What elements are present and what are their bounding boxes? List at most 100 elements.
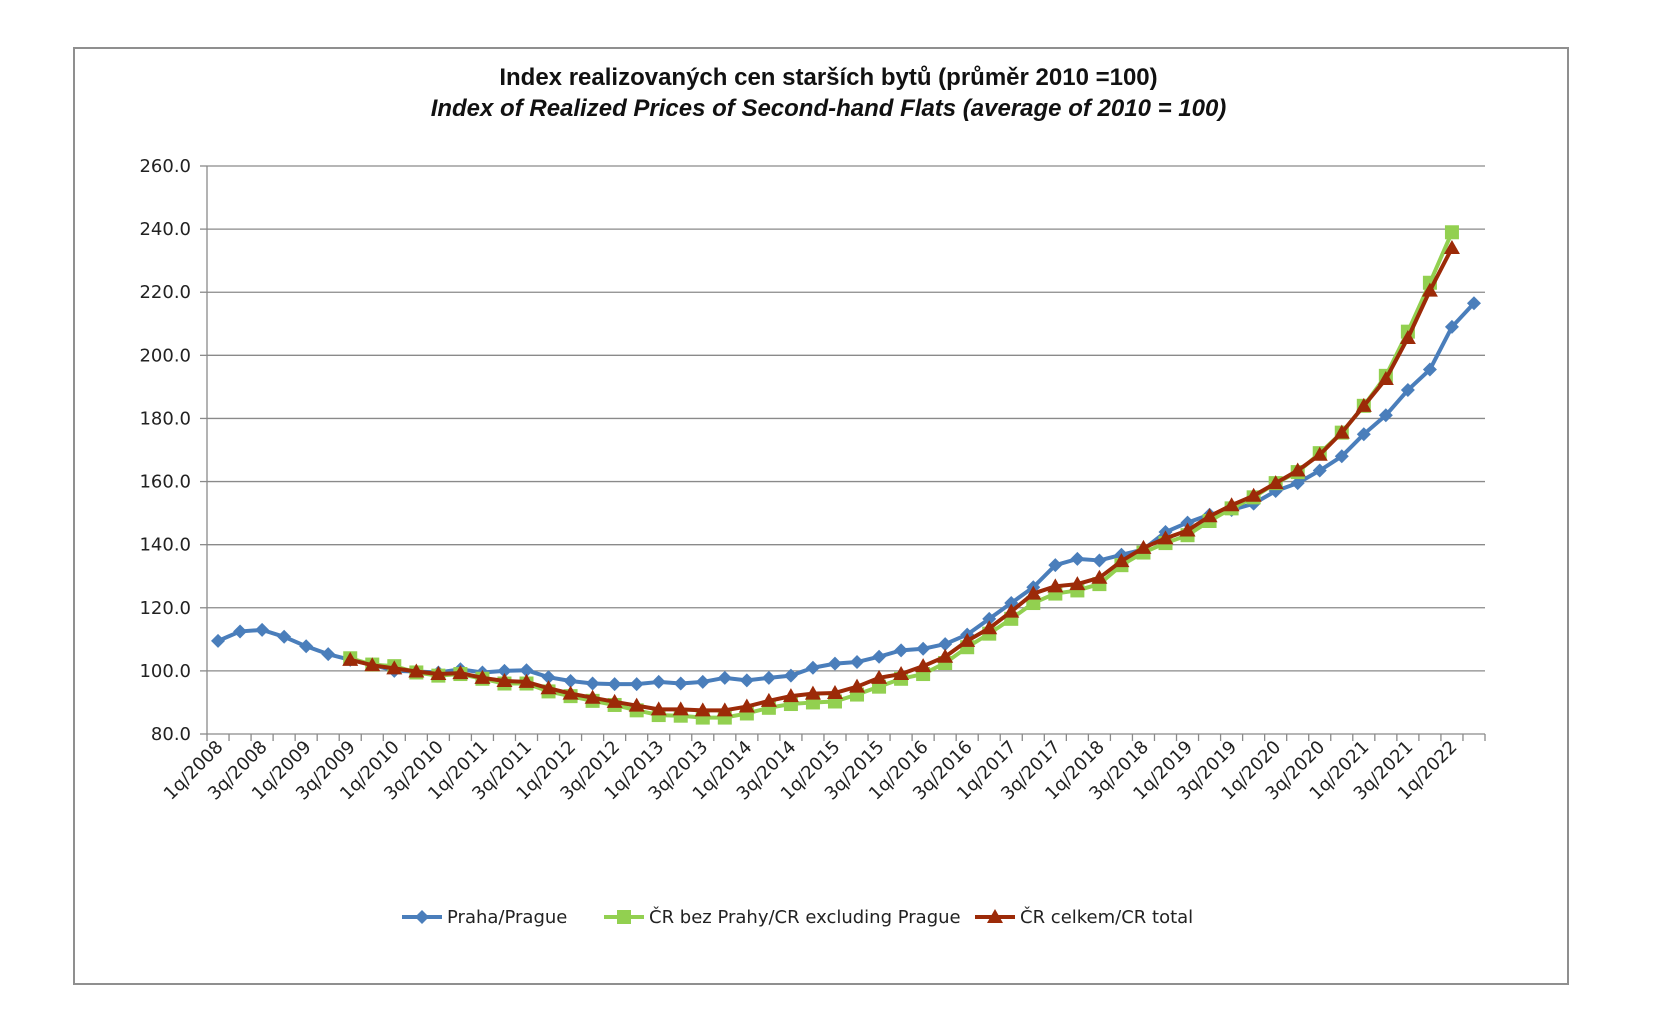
data-point (408, 663, 425, 678)
data-point (1421, 282, 1438, 297)
legend-label: Praha/Prague (447, 907, 567, 928)
data-point (1201, 508, 1218, 523)
data-point (233, 624, 248, 639)
data-point (1311, 446, 1328, 461)
series-line (217, 301, 1476, 687)
legend-label: ČR celkem/CR total (1020, 906, 1193, 928)
data-point (650, 701, 667, 716)
data-point (894, 643, 909, 658)
data-point (1355, 397, 1372, 412)
y-tick-label: 260.0 (139, 156, 191, 177)
data-point (827, 656, 842, 671)
data-point (981, 620, 998, 635)
data-point (1135, 539, 1152, 554)
data-point (694, 702, 711, 717)
data-point (1157, 530, 1174, 545)
data-point (1400, 383, 1415, 398)
data-point (826, 684, 843, 699)
data-point (1333, 424, 1350, 439)
data-point (452, 665, 469, 680)
data-point (606, 693, 623, 708)
data-point (739, 673, 754, 688)
data-point (1245, 487, 1262, 502)
data-point (1466, 296, 1481, 311)
data-point (871, 669, 888, 684)
y-tick-label: 220.0 (139, 282, 191, 303)
data-point (1070, 551, 1085, 566)
data-point (959, 632, 976, 647)
data-point (321, 647, 336, 662)
data-point (937, 648, 954, 663)
data-point (1444, 319, 1459, 334)
y-tick-label: 240.0 (139, 219, 191, 240)
data-point (761, 670, 776, 685)
data-point (1223, 497, 1240, 512)
data-point (1444, 225, 1459, 240)
data-point (255, 622, 270, 637)
data-point (849, 678, 866, 693)
series-3 (342, 240, 1460, 717)
data-point (342, 651, 359, 666)
data-point (585, 676, 600, 691)
data-point (518, 673, 535, 688)
data-point (277, 629, 292, 644)
data-point (1113, 553, 1130, 568)
data-point (386, 660, 403, 675)
y-tick-labels: 80.0 100.0 120.0 140.0 160.0 180.0 200.0 220.0 2… (139, 156, 191, 745)
data-point (673, 676, 688, 691)
data-point (805, 660, 820, 675)
data-point (783, 668, 798, 683)
legend-marker (987, 909, 1003, 923)
data-point (496, 672, 513, 687)
data-point (1091, 569, 1108, 584)
data-point (1378, 408, 1393, 423)
data-point (672, 701, 689, 716)
y-tick-label: 80.0 (151, 724, 191, 745)
data-point (1377, 371, 1394, 385)
data-point (1399, 329, 1416, 344)
data-point (364, 657, 381, 672)
series-layer (211, 225, 1481, 725)
data-point (1422, 362, 1437, 377)
y-tick-label: 140.0 (139, 535, 191, 556)
data-point (430, 666, 447, 681)
data-point (1048, 558, 1063, 573)
data-point (695, 674, 710, 689)
data-point (916, 641, 931, 656)
x-tick-labels: 1q/20083q/20081q/20093q/20091q/20103q/20… (160, 737, 1462, 805)
data-point (1443, 240, 1460, 255)
data-point (1267, 475, 1284, 490)
data-point (1069, 576, 1086, 591)
data-point (1290, 476, 1305, 491)
legend-label: ČR bez Prahy/CR excluding Prague (649, 906, 961, 928)
legend-entry-2: ČR bez Prahy/CR excluding Prague (604, 906, 961, 928)
data-point (563, 673, 578, 688)
chart-subtitle: Index of Realized Prices of Second-hand … (430, 95, 1227, 122)
data-point (628, 697, 645, 712)
data-point (1289, 462, 1306, 477)
data-point (474, 669, 491, 684)
data-point (1025, 585, 1042, 600)
legend-marker (617, 910, 631, 924)
data-point (738, 698, 755, 713)
legend-marker (415, 910, 429, 924)
data-point (299, 639, 314, 654)
data-point (629, 677, 644, 692)
data-point (211, 633, 226, 648)
data-point (519, 663, 534, 678)
y-tick-label: 160.0 (139, 472, 191, 493)
legend-entry-3: ČR celkem/CR total (975, 906, 1193, 928)
data-point (1003, 603, 1020, 618)
chart-title: Index realizovaných cen starších bytů (p… (499, 64, 1158, 91)
data-point (1179, 522, 1196, 537)
data-point (850, 655, 865, 670)
chart-frame (73, 47, 1569, 985)
data-point (915, 658, 932, 673)
y-tick-label: 180.0 (139, 408, 191, 429)
data-point (1312, 463, 1327, 478)
data-point (893, 666, 910, 681)
data-point (1334, 449, 1349, 464)
data-point (1356, 427, 1371, 442)
y-tick-label: 200.0 (139, 345, 191, 366)
